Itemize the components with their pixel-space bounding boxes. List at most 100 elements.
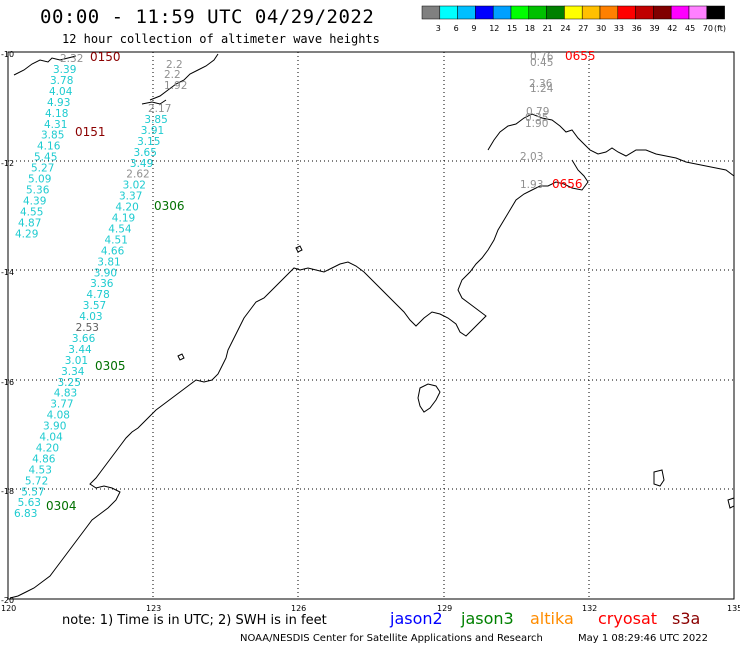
map-title: 00:00 - 11:59 UTC 04/29/2022: [40, 6, 375, 28]
wave-height-label: 3.49: [130, 158, 153, 170]
time-label: 0304: [46, 499, 77, 513]
wave-height-label: 4.83: [54, 388, 77, 400]
lon-label: 120: [1, 604, 16, 613]
wave-height-label: 3.85: [144, 114, 167, 126]
wave-height-label: 2.32: [60, 53, 83, 65]
legend-jason2: jason2: [390, 609, 443, 628]
time-label: 0655: [565, 49, 596, 63]
wave-height-label: 4.03: [79, 311, 102, 323]
colorbar-swatch: [421, 5, 441, 20]
wave-height-label: 3.57: [83, 300, 106, 312]
colorbar-swatch: [457, 5, 476, 20]
wave-height-label: 2.03: [520, 151, 543, 163]
wave-height-label: 3.36: [90, 278, 114, 290]
wave-height-label: 4.04: [49, 86, 73, 98]
colorbar-swatch: [439, 5, 458, 20]
footer-note: note: 1) Time is in UTC; 2) SWH is in fe…: [62, 613, 327, 628]
colorbar-label: 15: [507, 24, 517, 33]
time-label: 0305: [95, 359, 126, 373]
wave-height-label: 3.85: [41, 130, 64, 142]
wave-height-label: 5.45: [34, 152, 57, 164]
wave-height-label: 3.37: [119, 191, 142, 203]
wave-height-label: 4.31: [44, 119, 67, 131]
longitude-labels: 120 123 126 129 132 135: [1, 604, 740, 613]
colorbar-swatch: [599, 5, 619, 20]
lon-label: 129: [437, 604, 452, 613]
wave-height-label: 2.17: [148, 103, 171, 115]
wave-height-label: 0.45: [530, 57, 553, 69]
wave-height-label: 4.20: [36, 442, 59, 454]
colorbar-label: 42: [667, 24, 677, 33]
colorbar-swatch: [635, 5, 654, 20]
wave-height-label: 4.20: [115, 202, 138, 214]
wave-height-label: 4.39: [23, 195, 46, 207]
wave-height-label: 2.2: [166, 59, 183, 71]
track-c: 0.760.45 2.361.24 0.790.351.90 2.03 1.93: [520, 51, 554, 191]
colorbar-label: 70: [703, 24, 713, 33]
lon-label: 123: [146, 604, 161, 613]
colorbar-label: 33: [614, 24, 624, 33]
colorbar-swatch: [670, 5, 690, 20]
colorbar-unit: (ft): [714, 24, 726, 33]
wave-height-label: 0.79: [526, 106, 549, 118]
wave-height-label: 3.90: [43, 421, 66, 433]
lat-label: -20: [1, 596, 14, 605]
wave-height-label: 3.91: [141, 125, 164, 137]
colorbar-swatch: [688, 5, 708, 20]
wave-height-label: 3.81: [97, 256, 120, 268]
colorbar-swatch: [706, 5, 725, 20]
wave-height-label: 3.65: [134, 147, 157, 159]
wave-height-label: 3.25: [58, 377, 81, 389]
wave-height-label: 4.93: [47, 97, 70, 109]
wave-height-label: 4.78: [86, 289, 109, 301]
colorbar-label: 18: [525, 24, 535, 33]
lat-label: -16: [1, 378, 14, 387]
colorbar-swatch: [617, 5, 636, 20]
colorbar-swatch: [475, 5, 494, 20]
wave-height-label: 3.15: [137, 136, 160, 148]
wave-height-label: 3.44: [68, 344, 92, 356]
wave-height-label: 5.27: [31, 163, 54, 175]
wave-height-label: 4.66: [101, 245, 125, 257]
map-frame: [7, 51, 735, 600]
legend-jason3: jason3: [461, 609, 514, 628]
wave-height-label: 3.77: [50, 399, 73, 411]
colorbar-swatch: [492, 5, 512, 20]
colorbar-labels: 3 6 9 12 15 18 21 24 27 30 33 36 39 42 45 70: [436, 24, 713, 33]
wave-height-label: 5.63: [18, 497, 41, 509]
coastline: [9, 53, 735, 599]
time-label: 0150: [90, 50, 121, 64]
colorbar-label: 45: [685, 24, 695, 33]
wave-height-label: 5.57: [21, 486, 44, 498]
wave-height-label: 4.18: [45, 108, 68, 120]
colorbar-label: 24: [560, 24, 570, 33]
time-labels: 0150 0151 0306 0305 0304 0655 0656: [46, 49, 596, 513]
time-label: 0656: [552, 177, 583, 191]
wave-height-label: 3.39: [53, 64, 76, 76]
colorbar-label: 12: [489, 24, 499, 33]
wave-height-label: 4.29: [15, 228, 38, 240]
lat-label: -18: [1, 487, 14, 496]
wave-height-label: 2.62: [126, 169, 149, 181]
latitude-labels: -10 -12 -14 -16 -18 -20: [1, 50, 14, 605]
map-subtitle: 12 hour collection of altimeter wave hei…: [62, 32, 380, 46]
colorbar-label: 39: [649, 24, 659, 33]
colorbar-label: 21: [543, 24, 553, 33]
colorbar-label: 3: [436, 24, 441, 33]
wave-height-label: 0.35: [525, 112, 548, 124]
lat-label: -12: [1, 159, 14, 168]
colorbar-swatch: [653, 5, 672, 20]
wave-height-label: 1.90: [525, 118, 548, 130]
generated-timestamp: May 1 08:29:46 UTC 2022: [578, 633, 708, 644]
lat-label: -10: [1, 50, 14, 59]
wave-height-label: 4.53: [29, 464, 52, 476]
wave-height-label: 2.36: [529, 78, 553, 90]
wave-height-label: 2.2: [164, 69, 181, 81]
time-label: 0306: [154, 199, 185, 213]
lon-label: 126: [291, 604, 306, 613]
colorbar-swatch: [581, 5, 601, 20]
colorbar-label: 30: [596, 24, 606, 33]
wave-height-label: 4.04: [39, 432, 63, 444]
track-a: 2.32 3.393.784.044.934.184.313.854.165.4…: [15, 53, 83, 240]
